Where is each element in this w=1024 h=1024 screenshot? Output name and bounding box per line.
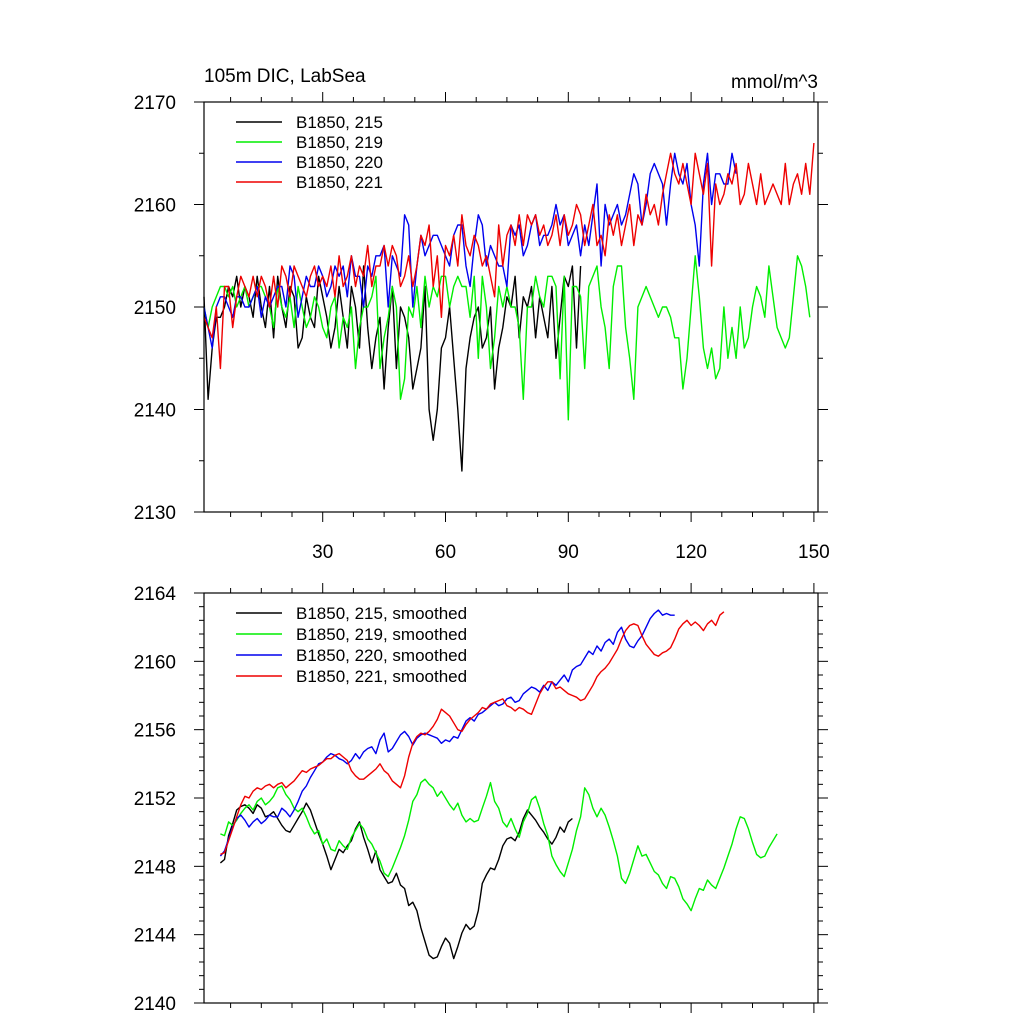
legend-label-220-smoothed: B1850, 220, smoothed — [296, 646, 467, 665]
top-panel-title: 105m DIC, LabSea — [204, 66, 366, 87]
y-tick-label: 2160 — [134, 196, 176, 217]
series-line-smoothed-1 — [220, 778, 778, 912]
x-tick-label: 30 — [312, 542, 333, 563]
top-panel-units: mmol/m^3 — [731, 72, 818, 93]
y-tick-label: 2148 — [134, 857, 176, 878]
legend-label-221-smoothed: B1850, 221, smoothed — [296, 667, 467, 686]
y-tick-label: 2152 — [134, 789, 176, 810]
top-panel-axes: 2130 2140 2150 2160 2170 30 60 90 120 150 — [134, 92, 830, 563]
y-tick-label: 2160 — [134, 652, 176, 673]
series-line-smoothed-2 — [219, 609, 675, 857]
series-line-smoothed-3 — [220, 611, 725, 856]
bottom-panel-legend: B1850, 215, smoothed B1850, 219, smoothe… — [236, 604, 467, 686]
legend-label-219-smoothed: B1850, 219, smoothed — [296, 625, 467, 644]
y-tick-label: 2144 — [134, 926, 177, 947]
legend-label-221: B1850, 221 — [296, 173, 383, 192]
series-line-smoothed-0 — [219, 802, 573, 960]
top-panel-series — [203, 142, 815, 472]
bottom-panel-series — [219, 609, 778, 960]
x-tick-label: 60 — [435, 542, 456, 563]
y-tick-label: 2140 — [134, 401, 176, 422]
x-tick-label: 90 — [558, 542, 579, 563]
series-line-raw-3 — [203, 142, 815, 370]
legend-label-215: B1850, 215 — [296, 113, 383, 132]
top-panel-legend: B1850, 215 B1850, 219 B1850, 220 B1850, … — [236, 113, 383, 192]
legend-label-215-smoothed: B1850, 215, smoothed — [296, 604, 467, 623]
y-tick-label: 2164 — [134, 584, 177, 605]
y-tick-label: 2170 — [134, 93, 176, 114]
y-tick-label: 2150 — [134, 298, 176, 319]
x-tick-label: 120 — [675, 542, 707, 563]
legend-label-219: B1850, 219 — [296, 133, 383, 152]
legend-label-220: B1850, 220 — [296, 153, 383, 172]
y-tick-label: 2140 — [134, 994, 176, 1015]
top-panel: 105m DIC, LabSea mmol/m^3 21302140215021… — [134, 66, 830, 563]
y-tick-label: 2156 — [134, 721, 176, 742]
x-tick-label: 150 — [798, 542, 830, 563]
bottom-panel: 2140 2144 2148 2152 2156 2160 2164 B1850, 215,… — [134, 583, 828, 1015]
y-tick-label: 2130 — [134, 503, 176, 524]
bottom-panel-axes: 2140 2144 2148 2152 2156 2160 2164 — [134, 583, 828, 1015]
